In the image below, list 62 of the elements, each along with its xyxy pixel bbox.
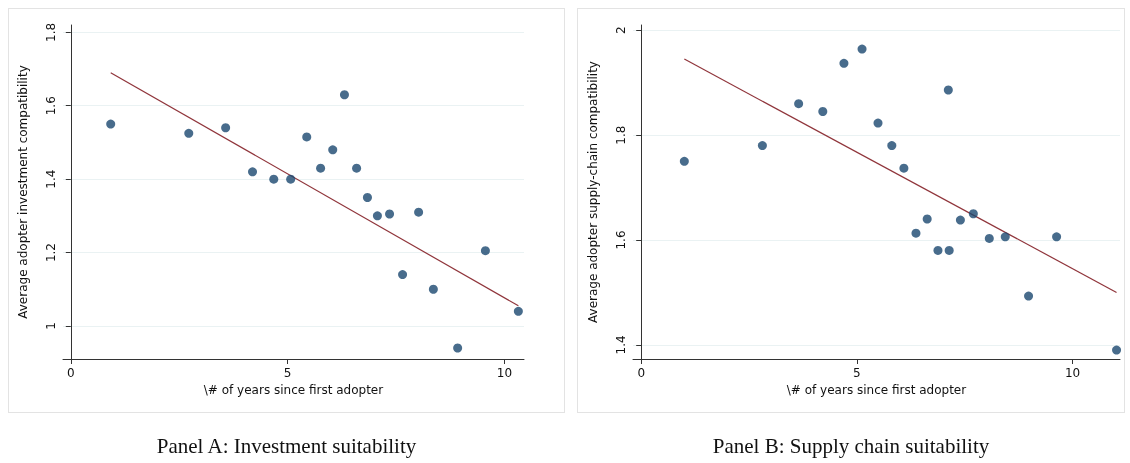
point <box>362 193 372 202</box>
point <box>316 163 326 173</box>
y-tick-label: 1.8 <box>44 22 58 42</box>
point <box>839 58 849 68</box>
y-tick-label: 1.4 <box>44 169 58 189</box>
point <box>328 145 338 155</box>
point <box>269 174 279 184</box>
point <box>480 246 490 256</box>
point <box>944 245 954 255</box>
y-tick-label: 1.8 <box>614 125 628 145</box>
y-tick-label: 1.2 <box>44 243 58 263</box>
y-tick-label: 2 <box>614 26 628 35</box>
x-tick-label: 10 <box>1064 366 1081 380</box>
point <box>184 128 194 138</box>
point <box>794 99 804 109</box>
point <box>286 174 296 184</box>
text: Panel A: Investment suitability <box>156 433 417 458</box>
point <box>757 141 767 151</box>
point <box>955 215 965 225</box>
point <box>943 85 953 95</box>
point <box>428 284 438 294</box>
y-axis-title: Average adopter investment compatibility <box>16 65 30 319</box>
point <box>414 207 424 217</box>
point <box>857 44 867 54</box>
x-tick-label: 0 <box>66 366 75 380</box>
y-tick-label: 1.4 <box>614 335 628 355</box>
x-tick-label: 5 <box>283 366 292 380</box>
x-axis-title: \# of years since first adopter <box>786 382 967 397</box>
point <box>933 245 943 255</box>
text: Panel B: Supply chain suitability <box>712 433 990 458</box>
x-tick-label: 5 <box>853 366 861 380</box>
x-tick-label: 0 <box>637 366 646 380</box>
point <box>818 107 828 117</box>
point <box>372 211 382 221</box>
point <box>398 270 408 280</box>
point <box>385 209 395 219</box>
y-axis-title: Average adopter supply-chain compatibility <box>586 61 600 323</box>
point <box>679 156 689 166</box>
point <box>873 118 883 128</box>
y-tick-label: 1 <box>44 322 58 330</box>
y-tick-label: 1.6 <box>44 96 58 116</box>
point <box>922 214 932 224</box>
point <box>1024 291 1034 301</box>
point <box>352 163 362 173</box>
point <box>1052 232 1062 242</box>
y-tick-label: 1.6 <box>614 230 628 250</box>
point <box>302 132 312 142</box>
point <box>887 141 897 151</box>
point <box>339 90 349 100</box>
point <box>984 233 994 243</box>
point <box>899 163 909 173</box>
point <box>106 119 116 129</box>
point <box>1000 232 1010 242</box>
x-axis-title: \# of years since first adopter <box>203 382 384 397</box>
point <box>911 228 921 238</box>
point <box>221 123 231 133</box>
point <box>968 209 978 219</box>
point <box>453 343 463 353</box>
x-tick-label: 10 <box>496 366 513 380</box>
point <box>513 306 523 316</box>
point <box>1112 345 1122 355</box>
point <box>248 167 258 177</box>
